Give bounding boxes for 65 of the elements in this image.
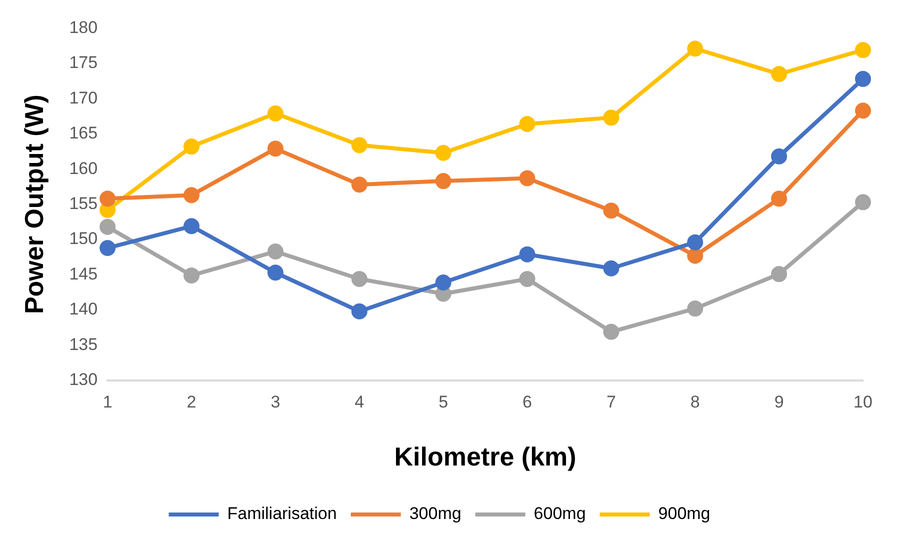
point xyxy=(351,137,368,154)
point xyxy=(100,218,116,235)
y-tick-label: 180 xyxy=(69,18,98,37)
x-tick-label: 3 xyxy=(270,392,280,412)
point xyxy=(267,264,284,281)
y-axis-title: Power Output (W) xyxy=(18,94,49,314)
x-tick-label: 6 xyxy=(522,392,532,412)
x-tick-label: 4 xyxy=(354,392,364,412)
y-tick-label: 130 xyxy=(69,370,98,390)
point xyxy=(519,116,536,132)
point xyxy=(603,260,620,276)
point xyxy=(435,274,452,290)
point xyxy=(184,138,200,155)
legend-label: 900mg xyxy=(658,504,710,524)
point xyxy=(771,266,788,282)
point xyxy=(603,202,620,219)
point xyxy=(519,246,536,262)
point xyxy=(351,270,368,287)
point xyxy=(184,267,200,284)
x-tick-label: 1 xyxy=(102,392,112,412)
legend-label: 300mg xyxy=(409,504,462,524)
x-tick-label: 9 xyxy=(774,392,784,412)
y-tick-label: 145 xyxy=(69,264,98,284)
legend-label: Familiarisation xyxy=(227,504,337,524)
y-tick-label: 155 xyxy=(69,194,98,213)
y-tick-label: 165 xyxy=(69,124,98,143)
y-tick-label: 150 xyxy=(69,229,98,248)
x-tick-label: 8 xyxy=(690,392,700,412)
y-tick-label: 140 xyxy=(69,300,98,319)
y-tick-label: 170 xyxy=(69,88,98,108)
legend-label: 600mg xyxy=(534,504,586,524)
point xyxy=(855,70,871,87)
point xyxy=(603,324,620,340)
point xyxy=(351,303,368,320)
point xyxy=(855,102,871,119)
point xyxy=(184,187,200,204)
point xyxy=(855,194,871,210)
point xyxy=(351,176,368,193)
point xyxy=(519,270,536,287)
point xyxy=(687,40,704,57)
x-tick-label: 2 xyxy=(186,392,196,412)
x-tick-label: 10 xyxy=(854,392,872,412)
point xyxy=(267,140,284,157)
point xyxy=(435,144,452,161)
point xyxy=(100,190,116,207)
point xyxy=(100,240,116,256)
point xyxy=(687,234,704,250)
point xyxy=(771,66,788,82)
point xyxy=(771,148,788,164)
point xyxy=(267,243,284,260)
point xyxy=(855,42,871,58)
point xyxy=(771,190,788,207)
point xyxy=(603,110,620,126)
point xyxy=(687,300,704,317)
point xyxy=(435,173,452,190)
y-tick-label: 160 xyxy=(69,158,98,178)
x-axis-title: Kilometre (km) xyxy=(394,442,576,472)
point xyxy=(519,170,536,186)
x-tick-label: 7 xyxy=(606,392,616,412)
point xyxy=(184,218,200,234)
y-tick-label: 175 xyxy=(69,53,98,72)
y-tick-label: 135 xyxy=(69,334,98,354)
point xyxy=(267,105,284,122)
point xyxy=(687,248,704,264)
x-tick-label: 5 xyxy=(438,392,448,412)
